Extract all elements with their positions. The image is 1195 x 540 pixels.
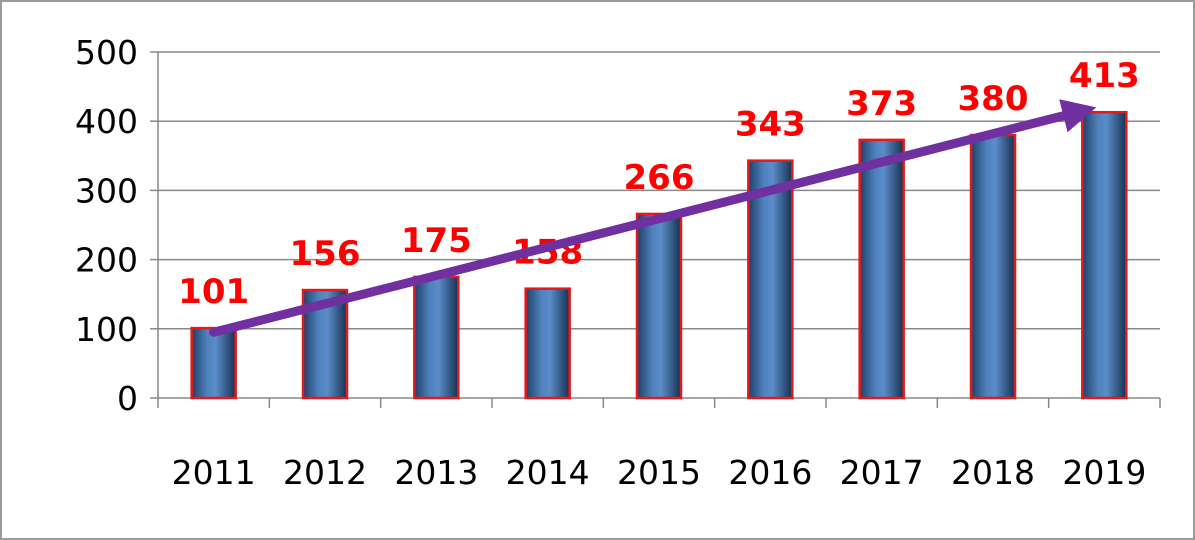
x-tick-label: 2012 — [283, 453, 367, 492]
y-tick-label: 200 — [75, 241, 138, 280]
y-tick-label: 300 — [75, 171, 138, 210]
bar-2019 — [1081, 110, 1128, 400]
trend-arrow — [209, 99, 1097, 337]
data-label: 175 — [401, 221, 472, 261]
bars — [190, 110, 1128, 400]
x-tick-label: 2017 — [840, 453, 924, 492]
x-tick-label: 2011 — [172, 453, 256, 492]
y-tick-label: 100 — [75, 310, 138, 349]
x-tick-label: 2014 — [506, 453, 590, 492]
axes: 0 100 200 300 400 500 2011 2012 2013 2014 2015 2016… — [75, 33, 1161, 492]
data-label: 413 — [1069, 56, 1140, 96]
x-tick-label: 2019 — [1062, 453, 1146, 492]
data-label: 380 — [958, 79, 1029, 119]
data-label: 266 — [624, 158, 695, 198]
x-tick-label: 2018 — [951, 453, 1035, 492]
y-tick-label: 500 — [75, 33, 138, 72]
bar-2014 — [524, 287, 571, 400]
trend-arrow-shaft — [209, 111, 1068, 337]
data-label: 101 — [178, 272, 249, 312]
bar-2015 — [635, 212, 683, 400]
x-tick-label: 2015 — [617, 453, 701, 492]
y-tick-label: 0 — [117, 379, 138, 418]
bar-2018 — [969, 133, 1017, 400]
bar-2016 — [747, 159, 794, 400]
bar-2013 — [413, 275, 460, 400]
x-tick-label: 2013 — [394, 453, 478, 492]
bar-2011 — [190, 326, 237, 400]
bar-2017 — [858, 138, 905, 400]
data-label: 343 — [735, 105, 806, 145]
data-label: 156 — [290, 234, 361, 274]
y-tick-label: 400 — [75, 102, 138, 141]
trend-arrow-head — [1059, 99, 1097, 133]
data-label: 373 — [846, 84, 917, 124]
x-tick-label: 2016 — [728, 453, 812, 492]
